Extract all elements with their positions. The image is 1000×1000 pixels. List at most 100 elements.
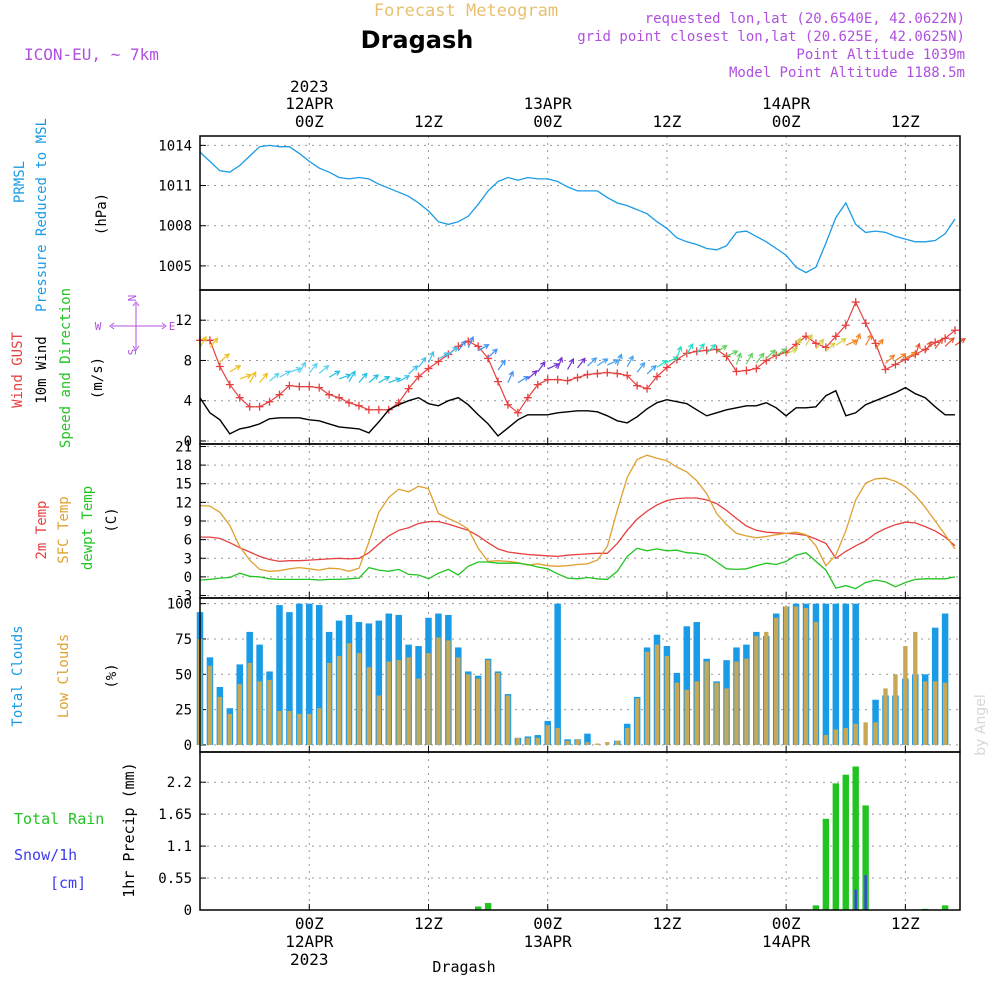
y-tick-label: 1.65 [158, 807, 192, 823]
gust-marker [841, 321, 850, 330]
gust-marker [941, 334, 950, 343]
wind-direction-arrow [656, 359, 668, 368]
pressure-label: PRMSL [12, 161, 28, 203]
y-tick-label: 0 [184, 738, 192, 754]
y-tick-label: -3 [175, 589, 192, 605]
low-cloud-bar [853, 723, 858, 745]
bottom-hour-label: 12Z [652, 914, 681, 933]
gust-marker [325, 390, 334, 399]
y-tick-label: 50 [175, 667, 192, 683]
low-cloud-bar [446, 640, 451, 745]
gust-marker [255, 402, 264, 411]
gust-marker [474, 342, 483, 351]
snow-bar [864, 875, 867, 910]
total-cloud-bar [554, 603, 561, 745]
wind-direction-arrow [865, 333, 873, 346]
meteogram-title: Forecast Meteogram [374, 1, 558, 21]
wind-direction-arrow [696, 343, 705, 354]
gust-marker [295, 382, 304, 391]
wind-direction-arrow [706, 343, 717, 354]
low-cloud-bar [754, 636, 759, 745]
gust-marker [633, 381, 642, 390]
panel-background [200, 136, 960, 290]
pressure-unit: (hPa) [94, 193, 110, 235]
y-tick-label: 0 [184, 903, 192, 919]
wind-direction-arrow [279, 370, 291, 378]
wind-direction-arrow [269, 372, 280, 382]
sfc-temp-line [199, 454, 956, 572]
wind-direction-arrow [289, 366, 302, 373]
wind-direction-arrow [497, 359, 506, 371]
wind-direction-arrow [388, 377, 402, 384]
top-hour-label: 12Z [891, 112, 920, 131]
low-cloud-bar [475, 678, 481, 745]
compass-west: W [95, 320, 102, 333]
watermark: by Angel [973, 694, 989, 755]
low-cloud-bar [247, 662, 252, 745]
gust-marker [523, 393, 532, 402]
low-cloud-bar [783, 606, 789, 745]
clouds-unit: (%) [104, 663, 120, 688]
y-tick-label: 0 [184, 434, 192, 450]
low-cloud-bar [505, 695, 511, 745]
gust-marker [235, 393, 244, 402]
y-tick-label: 9 [184, 514, 192, 530]
top-date-label: 13APR [524, 94, 573, 113]
gust-marker [742, 366, 751, 375]
low-clouds-label: Low Clouds [56, 634, 72, 718]
y-tick-label: 0.55 [158, 871, 192, 887]
low-cloud-bar [674, 682, 680, 745]
gust-marker [881, 365, 890, 374]
low-cloud-bar [833, 729, 839, 745]
y-tick-label: 6 [184, 533, 192, 549]
wind-direction-arrow [368, 374, 380, 384]
wind-direction-arrow [636, 361, 646, 373]
wind-direction-arrow [815, 338, 825, 350]
wind-direction-arrow [487, 348, 498, 358]
gust-marker [414, 372, 423, 381]
wind-direction-arrow [805, 333, 813, 346]
wind-direction-arrow [895, 353, 907, 362]
low-cloud-bar [485, 660, 491, 745]
bottom-date-label: 12APR [285, 932, 334, 951]
gust-marker [603, 368, 612, 377]
low-cloud-bar [774, 617, 779, 745]
top-hour-label: 00Z [533, 112, 562, 131]
wind-direction-arrow [527, 370, 538, 380]
rain-bar [862, 805, 869, 910]
dewpt-line [199, 547, 956, 590]
compass-arrows [109, 301, 167, 351]
gust-marker [563, 376, 572, 385]
low-cloud-bar [267, 679, 272, 745]
low-cloud-bar [555, 727, 560, 745]
total-cloud-bar [941, 613, 949, 745]
wind-direction-arrow [457, 339, 467, 352]
sfc-label: SFC Temp [56, 496, 72, 563]
low-cloud-bar [903, 646, 908, 745]
rain-legend: Total Rain [14, 810, 104, 828]
y-tick-label: 4 [184, 394, 192, 410]
wind-direction-arrow [745, 352, 753, 365]
gust-marker [215, 362, 224, 371]
gust-marker [732, 367, 741, 376]
wind-direction-arrow [825, 342, 836, 352]
wind-direction-arrow [259, 372, 269, 383]
low-cloud-bar [565, 740, 570, 745]
low-cloud-bar [873, 722, 878, 745]
wind-direction-arrow [885, 354, 896, 364]
low-cloud-bar [684, 689, 689, 745]
rain-bar [842, 774, 849, 910]
top-date-label: 12APR [285, 94, 334, 113]
low-cloud-bar [624, 727, 630, 745]
total-cloud-bar [315, 605, 323, 745]
low-cloud-bar [297, 713, 302, 745]
gust-marker [404, 384, 413, 393]
gust-marker [951, 326, 960, 335]
pressure-line [199, 144, 956, 274]
wind-direction-arrow [517, 375, 530, 384]
wind-direction-arrow [765, 349, 776, 359]
wind-direction-arrow [914, 342, 921, 356]
bottom-year-label: 2023 [290, 950, 329, 969]
temp-2m-line [200, 497, 956, 563]
header: Forecast Meteogram Dragash ICON-EU, ~ 7k… [24, 1, 965, 81]
